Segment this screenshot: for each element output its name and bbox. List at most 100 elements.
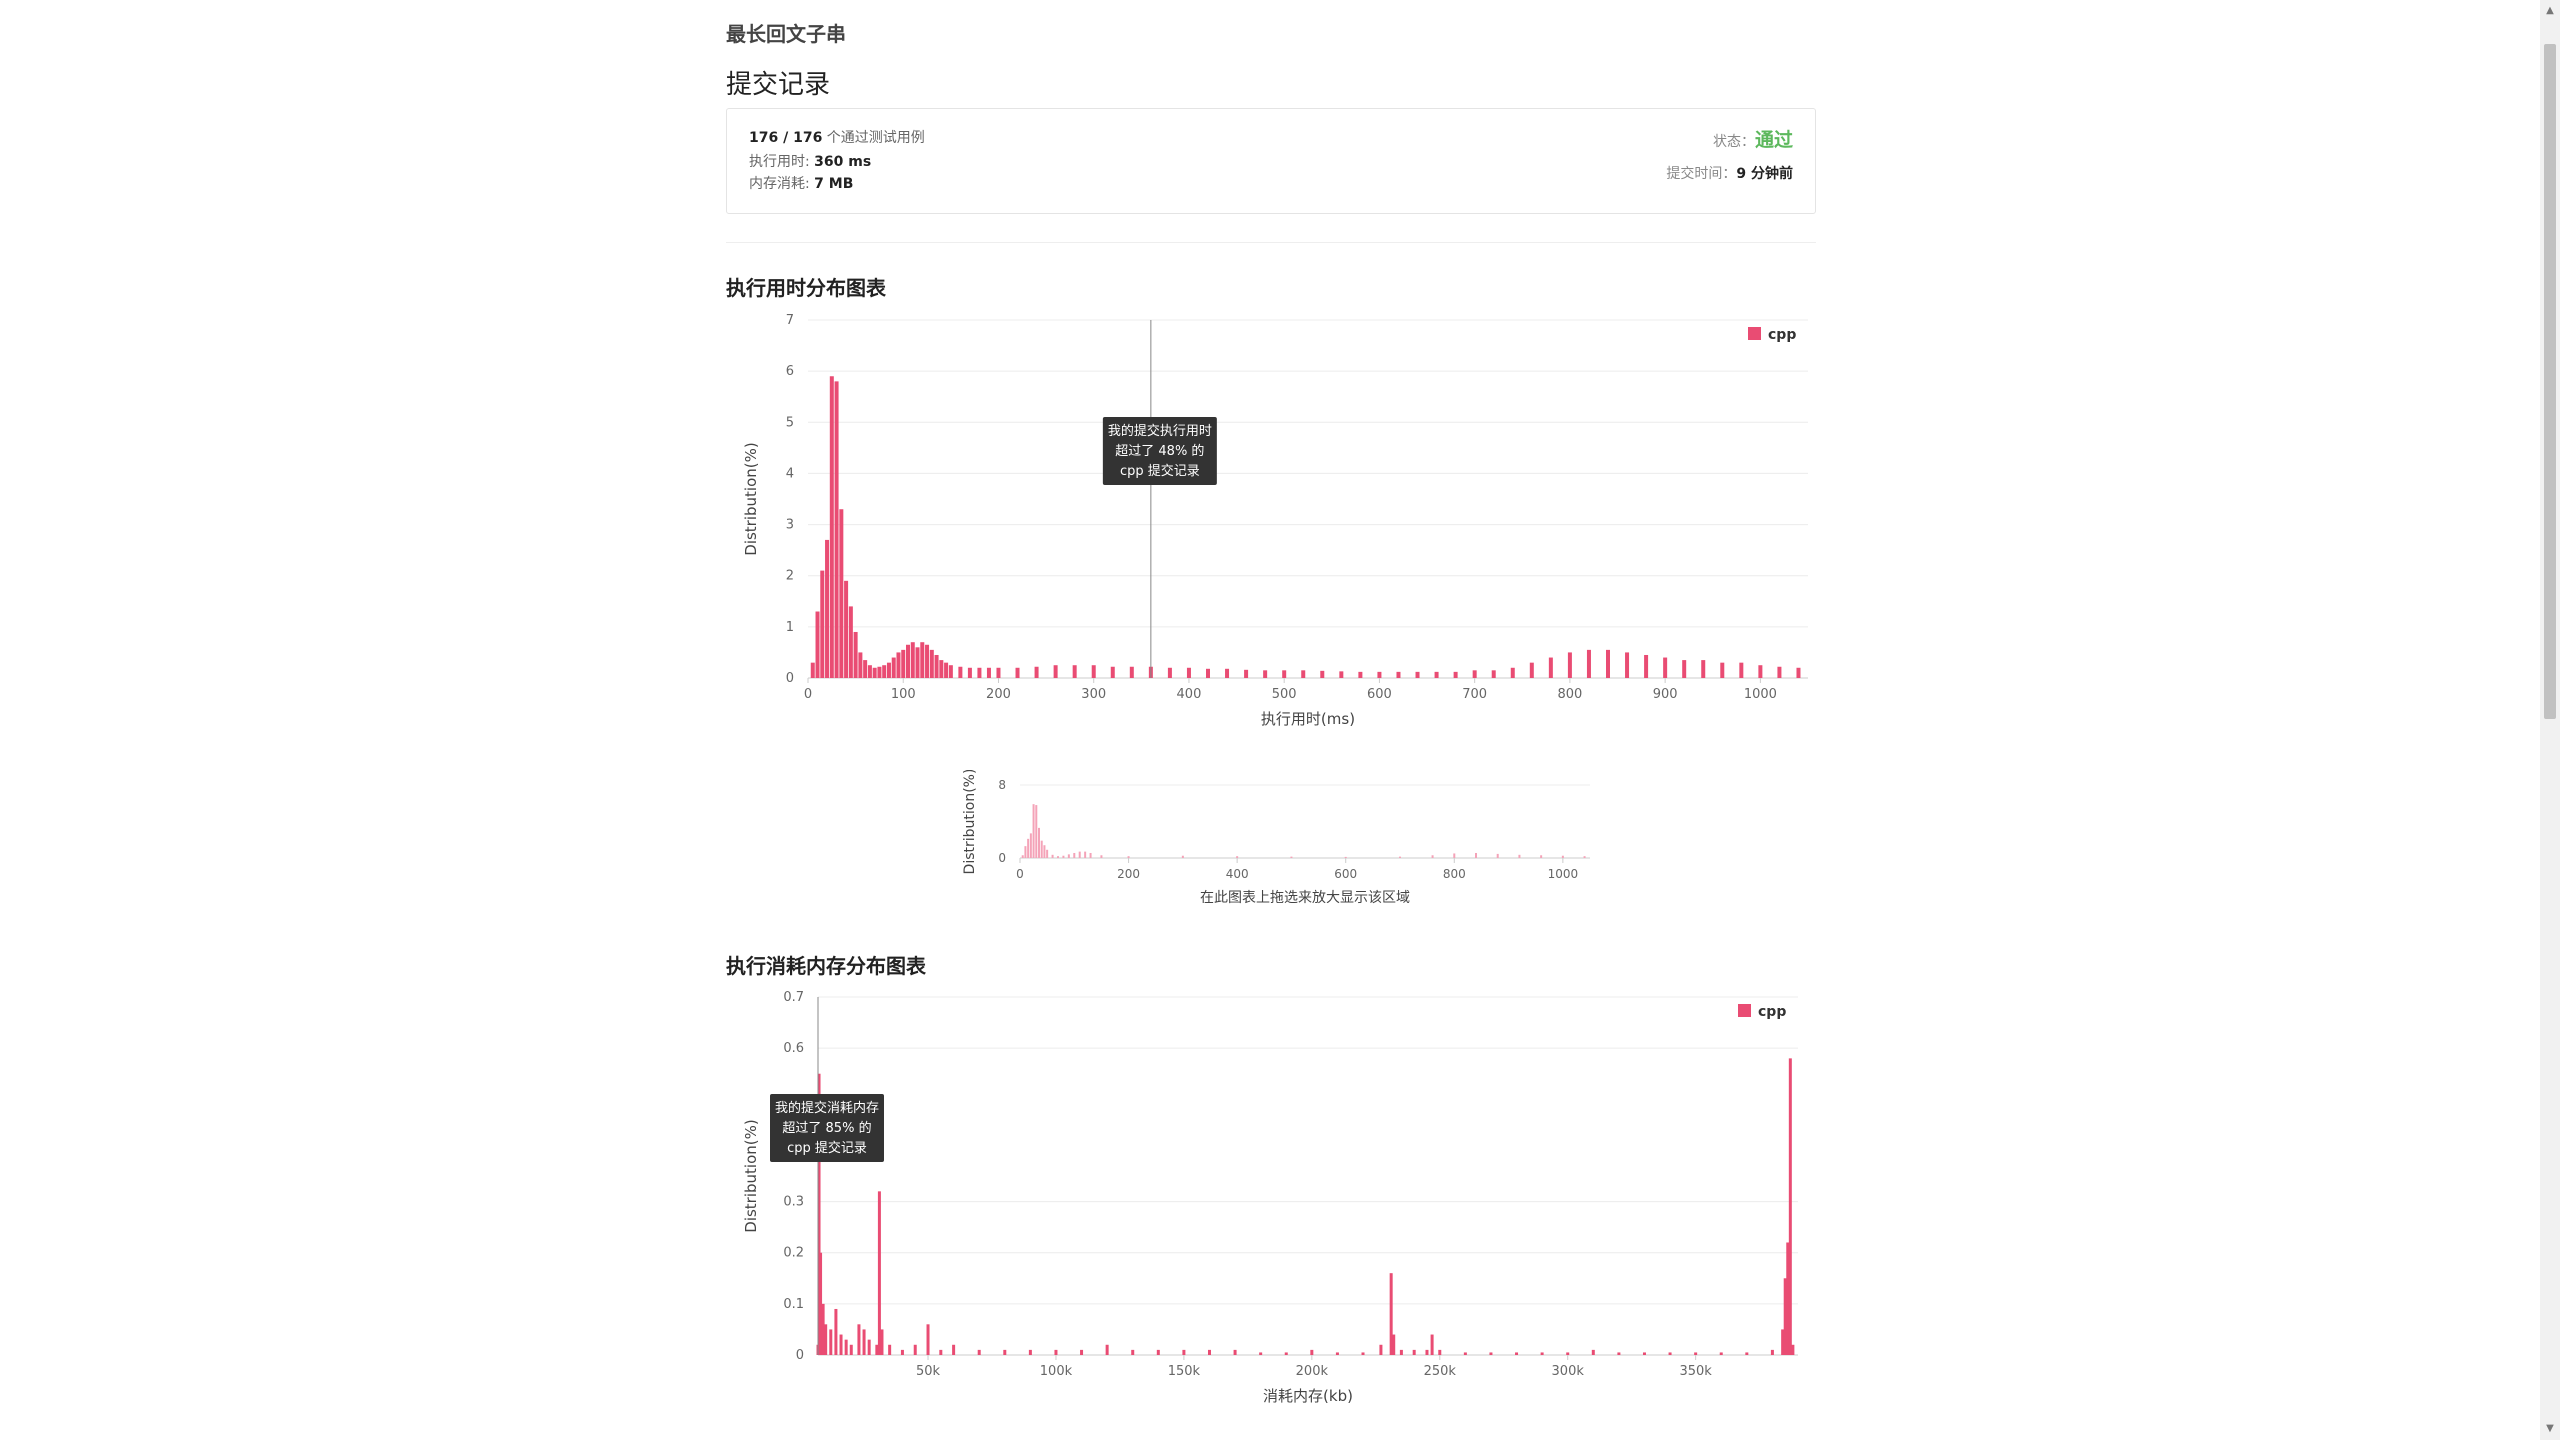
data-bar bbox=[844, 580, 849, 678]
scroll-down-arrow-icon[interactable]: ▼ bbox=[2546, 1423, 2554, 1434]
runtime-line: 执行用时: 360 ms bbox=[749, 151, 871, 171]
data-bar bbox=[867, 1339, 871, 1355]
data-bar bbox=[1054, 1349, 1058, 1355]
data-bar bbox=[1491, 670, 1496, 678]
y-tick-label: 0.7 bbox=[783, 990, 804, 1005]
data-bar bbox=[1540, 855, 1543, 858]
section-divider bbox=[726, 242, 1816, 243]
problem-title[interactable]: 最长回文子串 bbox=[726, 22, 846, 46]
data-bar bbox=[996, 667, 1001, 678]
data-bar bbox=[1073, 852, 1076, 858]
data-bar bbox=[1786, 1242, 1790, 1355]
data-bar bbox=[1089, 852, 1092, 858]
legend-swatch bbox=[1738, 1004, 1751, 1017]
data-bar bbox=[819, 1252, 823, 1355]
scrollbar-thumb[interactable] bbox=[2544, 44, 2556, 719]
data-bar bbox=[1131, 1349, 1135, 1355]
data-bar bbox=[939, 660, 944, 678]
data-bar bbox=[1434, 671, 1439, 678]
x-tick-label: 600 bbox=[1367, 687, 1392, 702]
data-bar bbox=[1110, 666, 1115, 678]
legend-label: cpp bbox=[1758, 1004, 1786, 1020]
data-bar bbox=[1472, 670, 1477, 678]
data-bar bbox=[817, 1073, 821, 1355]
data-bar bbox=[1777, 666, 1782, 678]
data-bar bbox=[1344, 856, 1347, 858]
data-bar bbox=[1453, 853, 1456, 858]
data-bar bbox=[1181, 855, 1184, 858]
runtime-label: 执行用时: bbox=[749, 154, 810, 170]
data-bar bbox=[853, 631, 858, 678]
data-bar bbox=[1027, 838, 1030, 858]
data-bar bbox=[1029, 833, 1032, 858]
data-bar bbox=[1263, 670, 1268, 678]
data-bar bbox=[1035, 805, 1038, 858]
x-axis-title: 执行用时(ms) bbox=[1261, 710, 1355, 728]
status-value: 通过 bbox=[1754, 129, 1793, 151]
runtime-navigator-chart[interactable]: 0 8 0 200 400 600 800 1000 在此图表上拖选来放大显示该区域 Distri… bbox=[940, 770, 1620, 915]
data-bar bbox=[858, 652, 863, 678]
data-bar bbox=[882, 665, 887, 678]
data-bar bbox=[948, 665, 953, 678]
y-tick-label: 1 bbox=[786, 620, 794, 635]
legend-label: cpp bbox=[1768, 327, 1796, 343]
data-bar bbox=[1244, 669, 1249, 678]
x-tick-label: 250k bbox=[1424, 1364, 1457, 1379]
data-bar bbox=[1028, 1349, 1032, 1355]
memory-label: 内存消耗: bbox=[749, 176, 810, 192]
data-bar bbox=[1282, 670, 1287, 678]
memory-tooltip-line: 我的提交消耗内存 bbox=[775, 1100, 879, 1116]
data-bar bbox=[1301, 670, 1306, 678]
y-tick-label: 8 bbox=[998, 778, 1006, 792]
testcase-count: 176 / 176 bbox=[749, 130, 823, 146]
data-bar bbox=[1129, 666, 1134, 678]
memory-distribution-chart[interactable]: 0 0.1 0.2 0.3 0.6 0.7 50k 100k 150k 200k 250k 300k 3… bbox=[726, 982, 1826, 1412]
data-bar bbox=[1067, 854, 1070, 858]
data-bar bbox=[1259, 1352, 1263, 1355]
data-bar bbox=[901, 649, 906, 678]
data-bar bbox=[1182, 1349, 1186, 1355]
data-bar bbox=[1038, 827, 1040, 858]
runtime-distribution-chart[interactable]: 0 1 2 3 4 5 6 7 0 100 200 300 400 500 600 700 800 900 1000… bbox=[726, 305, 1826, 735]
data-bar bbox=[877, 1191, 881, 1355]
x-tick-label: 300k bbox=[1552, 1364, 1585, 1379]
y-tick-label: 0.1 bbox=[783, 1297, 804, 1312]
data-bar bbox=[1057, 856, 1059, 858]
data-bar bbox=[825, 539, 830, 678]
x-tick-label: 100k bbox=[1040, 1364, 1073, 1379]
x-tick-label: 800 bbox=[1443, 867, 1466, 881]
data-bar bbox=[1739, 662, 1744, 678]
data-bar bbox=[958, 666, 963, 678]
data-bar bbox=[944, 662, 949, 678]
y-tick-label: 0.3 bbox=[783, 1195, 804, 1210]
data-bar bbox=[1167, 667, 1172, 678]
data-bar bbox=[910, 642, 915, 678]
data-bar bbox=[1105, 1344, 1109, 1355]
x-tick-label: 800 bbox=[1557, 687, 1582, 702]
data-bar bbox=[1156, 1349, 1160, 1355]
data-bar bbox=[1719, 1352, 1723, 1355]
data-bar bbox=[1561, 855, 1564, 858]
data-bar bbox=[1051, 854, 1054, 858]
data-bar bbox=[886, 662, 891, 678]
y-tick-label: 0 bbox=[796, 1348, 804, 1363]
x-tick-label: 200 bbox=[1117, 867, 1140, 881]
data-bar bbox=[1021, 855, 1024, 858]
data-bar bbox=[1583, 856, 1586, 858]
data-bar bbox=[1078, 851, 1081, 858]
y-tick-label: 0.2 bbox=[783, 1246, 804, 1261]
scroll-up-arrow-icon[interactable]: ▲ bbox=[2546, 5, 2554, 16]
data-bar bbox=[967, 667, 972, 678]
y-axis-title: Distribution(%) bbox=[742, 442, 760, 555]
data-bar bbox=[1361, 1352, 1365, 1355]
x-tick-label: 0 bbox=[1016, 867, 1024, 881]
data-bar bbox=[1396, 671, 1401, 678]
data-bar bbox=[829, 376, 834, 678]
x-tick-label: 200 bbox=[986, 687, 1011, 702]
data-bar bbox=[862, 1329, 866, 1355]
data-bar bbox=[857, 1324, 861, 1355]
memory-chart-heading: 执行消耗内存分布图表 bbox=[726, 954, 926, 978]
testcase-suffix: 个通过测试用例 bbox=[826, 130, 925, 146]
x-tick-label: 400 bbox=[1226, 867, 1249, 881]
data-bar bbox=[839, 509, 844, 678]
